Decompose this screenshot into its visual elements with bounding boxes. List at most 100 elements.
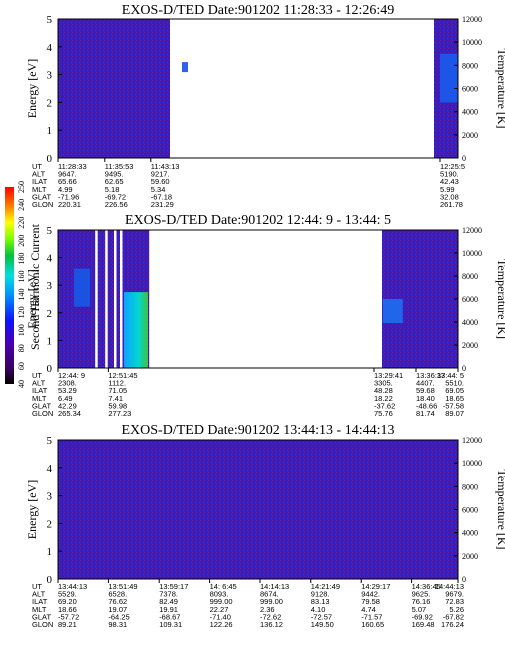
orbit-value: 76.62 (108, 597, 127, 606)
colorbar: 40 60 80 100 120 140 160 180 200 220 240 250 Second… (5, 181, 42, 388)
orbit-row-label: GLAT (32, 612, 51, 621)
orbit-row-label: ALT (32, 379, 46, 388)
orbit-value: 42.43 (440, 177, 459, 186)
orbit-row-label: GLON (32, 200, 53, 209)
y2-tick-label: 10000 (462, 38, 482, 47)
y2-axis-label: Temperature [K] (495, 469, 505, 549)
y-tick-label: 4 (47, 463, 53, 475)
orbit-value: -67.18 (151, 192, 172, 201)
orbit-row-label: MLT (32, 605, 47, 614)
y2-tick-label: 8000 (462, 482, 478, 491)
y2-tick-label: 8000 (462, 61, 478, 70)
data-gap-streak (105, 230, 108, 368)
y2-tick-label: 0 (462, 575, 466, 584)
y-tick-label: 3 (47, 280, 53, 292)
orbit-value: 7378. (159, 590, 178, 599)
orbit-value: 9679. (445, 590, 464, 599)
orbit-row-label: MLT (32, 394, 47, 403)
orbit-value: 14:36:45 (412, 582, 441, 591)
orbit-value: 42.29 (58, 401, 77, 410)
orbit-value: -69.92 (412, 612, 433, 621)
colorbar-tick-label: 100 (17, 324, 26, 336)
orbit-value: 13:44:13 (58, 582, 87, 591)
y-tick-label: 0 (47, 153, 53, 165)
orbit-value: 19.07 (108, 605, 127, 614)
panel-title: EXOS-D/TED Date:901202 11:28:33 - 12:26:… (122, 3, 394, 18)
orbit-value: 59.60 (151, 177, 170, 186)
orbit-value: 149.50 (311, 620, 334, 629)
orbit-value: 2.36 (260, 605, 275, 614)
orbit-value: 18.65 (445, 394, 464, 403)
orbit-value: 76.16 (412, 597, 431, 606)
orbit-value: 5.26 (449, 605, 464, 614)
orbit-value: 5529. (58, 590, 77, 599)
data-gap-streak (114, 230, 117, 368)
orbit-value: 18.66 (58, 605, 77, 614)
y2-tick-label: 0 (462, 364, 466, 373)
orbit-value: 48.28 (374, 386, 393, 395)
orbit-value: 8093. (210, 590, 229, 599)
y2-tick-label: 2000 (462, 341, 478, 350)
y-tick-label: 5 (47, 225, 53, 237)
orbit-value: 14: 6:45 (210, 582, 237, 591)
orbit-value: 4407. (416, 379, 435, 388)
data-gap (149, 230, 382, 368)
y2-tick-label: 10000 (462, 459, 482, 468)
orbit-value: 53.29 (58, 386, 77, 395)
orbit-value: 79.58 (361, 597, 380, 606)
orbit-value: 5.99 (440, 185, 455, 194)
orbit-value: 81.74 (416, 409, 435, 418)
y-tick-label: 5 (47, 435, 53, 447)
y-tick-label: 2 (47, 97, 53, 109)
orbit-value: -57.58 (443, 401, 464, 410)
y2-tick-label: 12000 (462, 436, 482, 445)
y2-tick-label: 6000 (462, 85, 478, 94)
y2-tick-label: 12000 (462, 15, 482, 24)
orbit-value: 13:51:49 (108, 582, 137, 591)
orbit-value: 9625. (412, 590, 431, 599)
orbit-value: 69.05 (445, 386, 464, 395)
orbit-value: 5.34 (151, 185, 166, 194)
orbit-value: 13:29:41 (374, 371, 403, 380)
orbit-value: 13:36:37 (416, 371, 445, 380)
data-gap-streak (95, 230, 98, 368)
panel-title: EXOS-D/TED Date:901202 13:44:13 - 14:44:… (122, 423, 395, 438)
orbit-value: 6.49 (58, 394, 73, 403)
spectral-feature (382, 299, 403, 323)
colorbar-tick-label: 80 (17, 344, 26, 352)
orbit-value: -71.40 (210, 612, 231, 621)
y-tick-label: 2 (47, 518, 53, 530)
orbit-value: 4.10 (311, 605, 326, 614)
y-axis-label: Energy [eV] (25, 269, 39, 328)
y-tick-label: 0 (47, 363, 53, 375)
y-tick-label: 2 (47, 308, 53, 320)
orbit-value: -71.96 (58, 192, 79, 201)
orbit-row-label: ALT (32, 170, 46, 179)
orbit-row-label: GLON (32, 620, 53, 629)
y2-axis-label: Temperature [K] (495, 48, 505, 128)
orbit-row-label: UT (32, 162, 42, 171)
orbit-value: 14:14:13 (260, 582, 289, 591)
orbit-value: 72.83 (445, 597, 464, 606)
colorbar-tick-label: 140 (17, 289, 26, 301)
orbit-value: 5190. (440, 170, 459, 179)
colorbar-tick-label: 200 (17, 235, 26, 247)
orbit-value: -37.62 (374, 401, 395, 410)
orbit-value: 9128. (311, 590, 330, 599)
colorbar-label: Second Harmonic Current (28, 223, 42, 350)
spectral-feature (440, 53, 458, 103)
colorbar-tick-label: 220 (17, 217, 26, 229)
colorbar-tick-label: 40 (17, 380, 26, 388)
colorbar-tick-label: 240 (17, 199, 26, 211)
orbit-row-label: ILAT (32, 386, 48, 395)
orbit-value: 32.08 (440, 192, 459, 201)
orbit-value: 13:59:17 (159, 582, 188, 591)
colorbar-tick-label: 120 (17, 306, 26, 318)
y2-tick-label: 0 (462, 154, 466, 163)
spectral-feature (182, 62, 188, 73)
orbit-value: 89.21 (58, 620, 77, 629)
orbit-value: 160.65 (361, 620, 384, 629)
orbit-value: 109.31 (159, 620, 182, 629)
